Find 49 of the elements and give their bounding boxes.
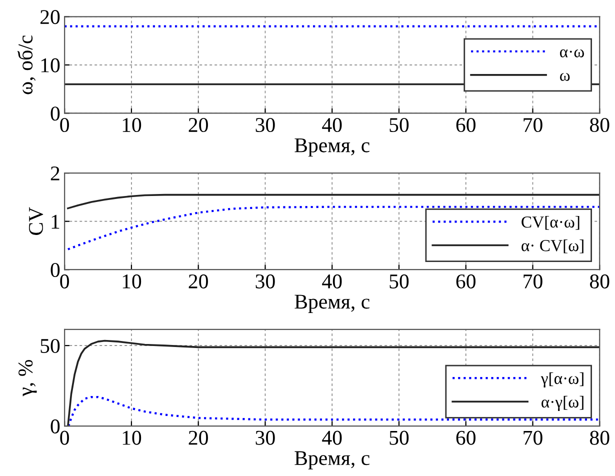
x-tick-label: 40 [322, 430, 342, 445]
x-tick-label: 30 [256, 274, 275, 288]
line-series [67, 194, 600, 210]
legend-label: α·ω [560, 49, 584, 58]
legend-label: α· CV[ω] [522, 240, 584, 254]
x-tick-label: 70 [524, 430, 542, 445]
y-tick-label: 10 [41, 58, 60, 72]
x-tick-label: 50 [390, 274, 409, 288]
x-axis-title: Время, с [294, 294, 370, 313]
x-tick-label: 80 [590, 274, 610, 288]
line-series [67, 340, 600, 426]
x-tick-label: 60 [456, 118, 476, 132]
legend-label: γ[α·ω] [540, 372, 584, 388]
y-tick-label: 0 [50, 106, 60, 121]
y-axis-title: CV [28, 207, 44, 235]
x-tick-label: 30 [256, 118, 275, 132]
x-tick-label: 80 [590, 118, 610, 132]
x-tick-label: 60 [456, 274, 476, 288]
x-tick-label: 70 [524, 118, 542, 132]
x-tick-label: 80 [590, 430, 610, 445]
y-tick-label: 2 [50, 166, 60, 180]
y-tick-label: 0 [50, 419, 60, 434]
x-tick-label: 20 [188, 430, 208, 445]
x-tick-label: 30 [256, 430, 275, 445]
x-tick-label: 40 [322, 118, 342, 132]
x-tick-label: 0 [60, 274, 69, 288]
y-tick-label: 20 [40, 10, 60, 24]
x-tick-label: 10 [122, 430, 142, 445]
x-tick-label: 40 [322, 274, 342, 288]
x-tick-label: 20 [188, 118, 208, 132]
x-tick-label: 50 [390, 118, 409, 132]
x-tick-label: 10 [122, 274, 142, 288]
x-tick-label: 60 [456, 430, 476, 445]
y-axis-title: ω, об/с [17, 35, 36, 94]
legend-label: CV[α·ω] [522, 216, 580, 230]
y-tick-label: 1 [52, 214, 60, 229]
x-axis-title: Время, с [294, 451, 370, 470]
x-tick-label: 50 [390, 430, 409, 445]
x-tick-label: 10 [122, 118, 142, 132]
x-tick-label: 70 [524, 274, 542, 288]
legend-label: α·γ[ω] [542, 396, 584, 412]
y-tick-label: 0 [50, 262, 60, 278]
legend-label: ω [560, 72, 570, 81]
x-tick-label: 20 [188, 274, 208, 288]
y-tick-label: 50 [40, 338, 60, 353]
line-series [68, 396, 600, 426]
x-axis-title: Время, с [294, 138, 370, 157]
y-axis-title: γ, % [18, 360, 37, 396]
x-tick-label: 0 [60, 430, 69, 445]
